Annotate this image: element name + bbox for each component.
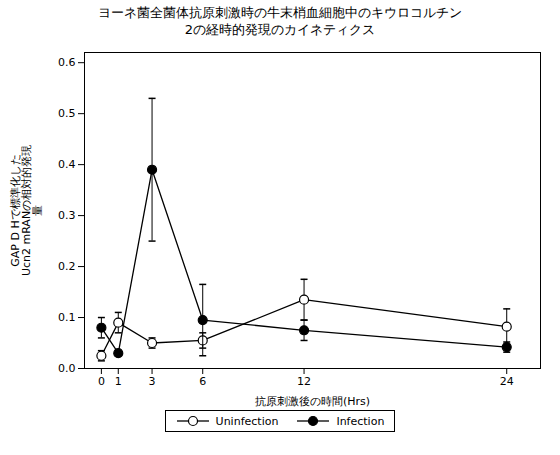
html-text:Infection: Infection [336,414,385,428]
html-text:ヨーネ菌全菌体抗原刺激時の牛末梢血細胞中のキウロコルチン 2: ヨーネ菌全菌体抗原刺激時の牛末梢血細胞中のキウロコルチン 2の経時的発現のカイネ… [98,5,462,37]
svg-text:0.4: 0.4 [58,158,76,171]
svg-text:0.5: 0.5 [58,107,76,120]
svg-text:GAP D Hで標準化したUcn2 mRANの相対的発現量: GAP D Hで標準化したUcn2 mRANの相対的発現量 [9,145,44,276]
svg-text:0.2: 0.2 [58,260,76,273]
svg-text:0.0: 0.0 [58,362,76,375]
svg-text:12: 12 [297,375,311,388]
svg-text:6: 6 [199,375,206,388]
svg-text:抗原刺激後の時間(Hrs): 抗原刺激後の時間(Hrs) [255,395,370,408]
svg-text:3: 3 [149,375,156,388]
svg-text:0: 0 [98,375,105,388]
svg-text:1: 1 [115,375,122,388]
svg-text:0.1: 0.1 [58,311,76,324]
svg-text:24: 24 [500,375,514,388]
svg-text:0.3: 0.3 [58,209,76,222]
svg-text:0.6: 0.6 [58,56,76,69]
html-text:Uninfection: Uninfection [215,414,279,428]
